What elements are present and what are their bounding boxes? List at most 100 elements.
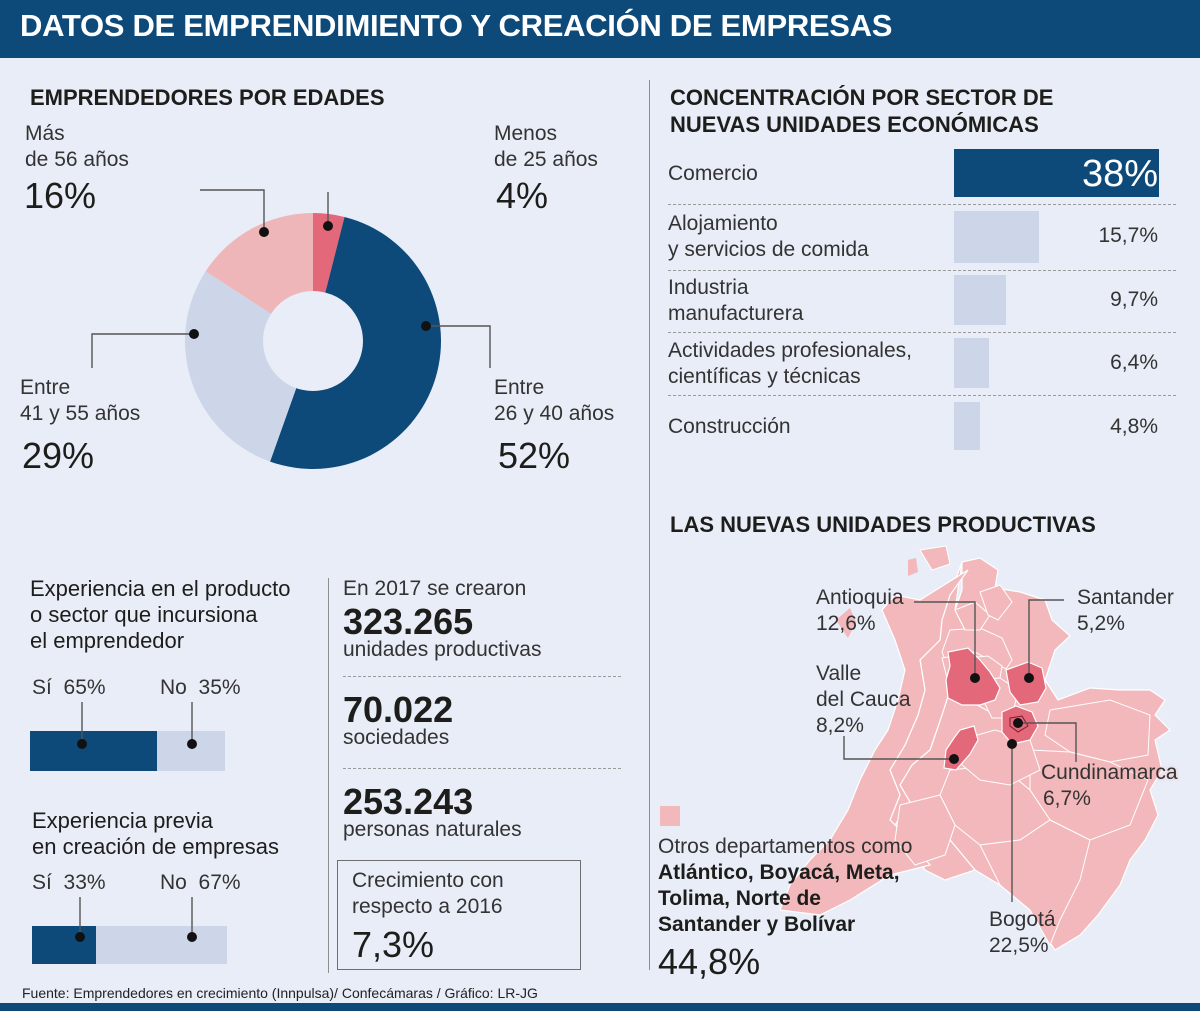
sector-bar <box>954 149 1159 197</box>
exp1-bar-yes <box>30 731 157 771</box>
leader-antioquia <box>914 601 976 678</box>
sector-value: 38% <box>1081 153 1158 195</box>
map-santander <box>1005 661 1047 706</box>
map-label-santander: Santander 5,2% <box>1077 586 1174 635</box>
sector-separator <box>668 332 1176 333</box>
age-donut-chart <box>91 189 491 469</box>
exp2-bar-yes <box>32 926 97 964</box>
leader-41-55 <box>91 333 194 368</box>
exp1-no-label: No 35% <box>160 676 241 699</box>
exp1-leaders <box>77 702 197 749</box>
marker-dot <box>1013 718 1023 728</box>
marker-dot <box>970 673 980 683</box>
sector-label: Comercio <box>668 162 758 185</box>
exp2-no-label: No 67% <box>160 871 241 894</box>
marker-dot <box>1007 739 1017 749</box>
stats-persons-value: 253.243 <box>343 781 474 822</box>
exp2-leaders <box>75 897 197 942</box>
marker-dot <box>421 321 431 331</box>
map-label-antioquia: Antioquia 12,6% <box>816 586 904 635</box>
sector-separator <box>668 270 1176 271</box>
map-region-west <box>779 569 969 916</box>
leader-cundinamarca <box>1018 722 1077 762</box>
map-region-meta <box>959 729 1041 786</box>
sector-label: Industria manufacturera <box>668 276 804 325</box>
sector-label: Alojamiento y servicios de comida <box>668 212 869 261</box>
sector-value: 6,4% <box>1110 351 1158 374</box>
sector-chart-title: CONCENTRACIÓN POR SECTOR DE NUEVAS UNIDA… <box>670 85 1054 137</box>
sector-label: Construcción <box>668 415 791 438</box>
column-divider <box>649 500 650 970</box>
donut-hole <box>263 291 363 391</box>
title-bar <box>0 0 1200 58</box>
sector-separator <box>668 204 1176 205</box>
sector-bar <box>954 211 1039 263</box>
colombia-map <box>779 545 1171 951</box>
growth-value: 7,3% <box>352 924 435 965</box>
exp1-yes-label: Sí 65% <box>32 676 106 699</box>
marker-dot <box>189 329 199 339</box>
slice-value-under25: 4% <box>496 175 549 216</box>
stats-separator <box>343 768 621 769</box>
sector-bar <box>954 338 989 388</box>
map-region-southwest <box>894 794 956 866</box>
sector-value: 4,8% <box>1110 415 1158 438</box>
experience-product-title: Experiencia en el producto o sector que … <box>30 576 291 653</box>
map-section-title: LAS NUEVAS UNIDADES PRODUCTIVAS <box>670 512 1096 537</box>
growth-box <box>337 860 581 970</box>
marker-dot <box>259 227 269 237</box>
map-label-valle: Valle del Cauca 8,2% <box>816 662 911 737</box>
stats-persons-label: personas naturales <box>343 818 522 841</box>
experience-previous-title: Experiencia previa en creación de empres… <box>32 808 280 859</box>
marker-dot <box>949 754 959 764</box>
age-chart-title: EMPRENDEDORES POR EDADES <box>30 85 385 110</box>
sector-bar <box>954 275 1006 325</box>
stats-units-label: unidades productivas <box>343 638 542 661</box>
map-others-value: 44,8% <box>658 941 761 982</box>
slice-label-under25: Menos de 25 años <box>494 122 598 171</box>
column-divider <box>649 80 650 500</box>
stats-units-value: 323.265 <box>343 601 474 642</box>
marker-dot <box>323 221 333 231</box>
legend-swatch-others <box>660 806 680 826</box>
sector-value: 9,7% <box>1110 288 1158 311</box>
bottom-bar <box>0 1003 1200 1011</box>
map-label-bogota: Bogotá 22,5% <box>989 908 1056 957</box>
marker-dot <box>1024 673 1034 683</box>
slice-41-55 <box>184 271 313 462</box>
slice-value-over56: 16% <box>24 175 97 216</box>
map-region-islet <box>908 558 918 576</box>
stats-separator <box>343 676 621 677</box>
growth-label: Crecimiento con respecto a 2016 <box>352 869 504 918</box>
exp2-yes-label: Sí 33% <box>32 871 106 894</box>
map-others-legend: Otros departamentos como Atlántico, Boya… <box>658 835 913 936</box>
map-region-islet <box>836 608 856 638</box>
leader-valle <box>843 736 954 760</box>
source-note: Fuente: Emprendedores en crecimiento (In… <box>22 985 538 1001</box>
stats-soc-label: sociedades <box>343 726 450 749</box>
stats-divider <box>328 578 329 973</box>
slice-label-over56: Más de 56 años <box>25 122 129 171</box>
stats-soc-value: 70.022 <box>343 689 454 730</box>
exp2-bar-track <box>32 926 227 964</box>
map-region-north-detail <box>954 601 991 631</box>
exp1-bar-track <box>30 731 225 771</box>
sector-label: Actividades profesionales, científicas y … <box>668 339 912 388</box>
sector-separator <box>668 395 1176 396</box>
slice-value-26-40: 52% <box>498 435 571 476</box>
map-label-cundinamarca: Cundinamarca 6,7% <box>1041 761 1178 810</box>
page-title: DATOS DE EMPRENDIMIENTO Y CREACIÓN DE EM… <box>20 8 893 43</box>
sector-bar <box>954 402 980 450</box>
slice-label-26-40: Entre 26 y 40 años <box>494 376 615 425</box>
leader-26-40 <box>426 325 491 368</box>
map-region-amazon <box>979 819 1091 947</box>
map-region-llanos <box>1044 699 1151 763</box>
map-region-north-peninsula <box>919 545 951 571</box>
leader-santander <box>1028 599 1064 678</box>
sector-value: 15,7% <box>1098 224 1158 247</box>
map-region-north-detail <box>979 584 1013 621</box>
slice-value-41-55: 29% <box>22 435 95 476</box>
stats-intro: En 2017 se crearon <box>343 577 527 600</box>
slice-label-41-55: Entre 41 y 55 años <box>20 376 141 425</box>
leader-over56 <box>200 189 265 232</box>
